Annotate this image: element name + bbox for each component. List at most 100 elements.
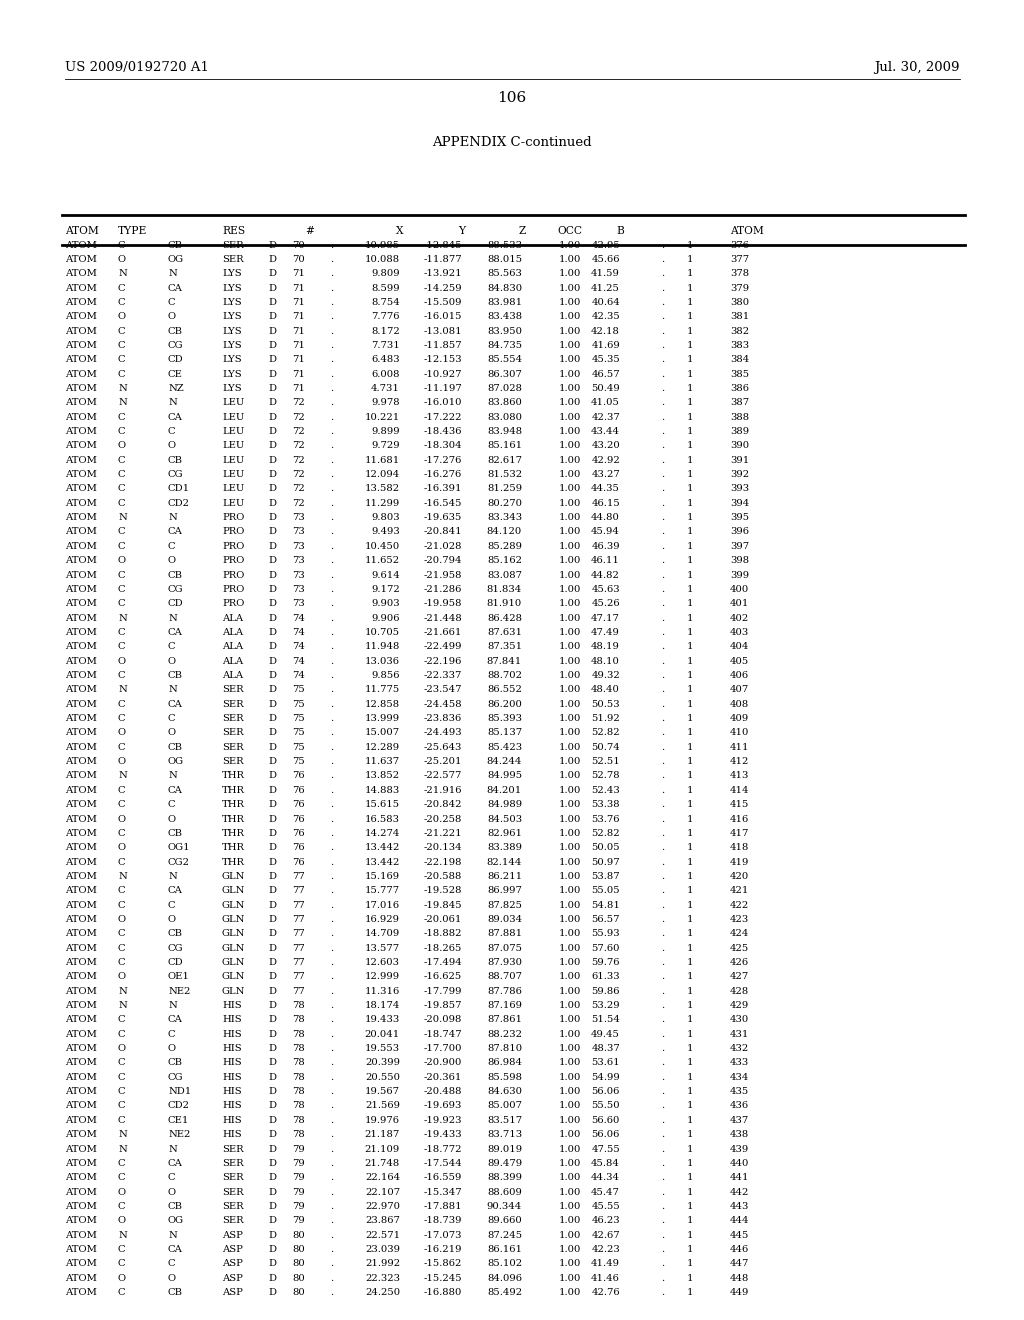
- Text: 9.856: 9.856: [372, 671, 400, 680]
- Text: 1.00: 1.00: [559, 298, 582, 306]
- Text: -20.361: -20.361: [424, 1073, 462, 1082]
- Text: C: C: [118, 541, 126, 550]
- Text: 384: 384: [730, 355, 750, 364]
- Text: 50.05: 50.05: [592, 843, 620, 853]
- Text: LYS: LYS: [222, 370, 242, 379]
- Text: ATOM: ATOM: [65, 499, 97, 508]
- Text: ALA: ALA: [222, 628, 243, 638]
- Text: D: D: [268, 413, 276, 421]
- Text: 42.95: 42.95: [591, 240, 620, 249]
- Text: D: D: [268, 441, 276, 450]
- Text: .: .: [331, 470, 334, 479]
- Text: ATOM: ATOM: [65, 326, 97, 335]
- Text: 390: 390: [730, 441, 750, 450]
- Text: ATOM: ATOM: [65, 814, 97, 824]
- Text: 80: 80: [292, 1259, 305, 1269]
- Text: 43.44: 43.44: [591, 428, 620, 436]
- Text: 1: 1: [687, 428, 693, 436]
- Text: CB: CB: [168, 1288, 183, 1298]
- Text: ATOM: ATOM: [65, 729, 97, 738]
- Text: 1.00: 1.00: [559, 484, 582, 494]
- Text: OCC: OCC: [557, 226, 583, 236]
- Text: 1: 1: [687, 843, 693, 853]
- Text: 13.852: 13.852: [365, 771, 400, 780]
- Text: Jul. 30, 2009: Jul. 30, 2009: [874, 61, 961, 74]
- Text: 1.00: 1.00: [559, 1274, 582, 1283]
- Text: 15.169: 15.169: [365, 873, 400, 880]
- Text: 419: 419: [730, 858, 750, 866]
- Text: 77: 77: [292, 873, 305, 880]
- Text: D: D: [268, 326, 276, 335]
- Text: N: N: [118, 269, 127, 279]
- Text: 78: 78: [292, 1030, 305, 1039]
- Text: 1: 1: [687, 829, 693, 838]
- Text: 8.172: 8.172: [372, 326, 400, 335]
- Text: CA: CA: [168, 528, 183, 536]
- Text: 13.442: 13.442: [365, 843, 400, 853]
- Text: D: D: [268, 643, 276, 651]
- Text: .: .: [662, 829, 665, 838]
- Text: 73: 73: [292, 599, 305, 609]
- Text: 72: 72: [292, 441, 305, 450]
- Text: 13.999: 13.999: [365, 714, 400, 723]
- Text: 82.961: 82.961: [487, 829, 522, 838]
- Text: .: .: [331, 785, 334, 795]
- Text: N: N: [118, 513, 127, 523]
- Text: 84.201: 84.201: [486, 785, 522, 795]
- Text: ASP: ASP: [222, 1230, 243, 1239]
- Text: 1: 1: [687, 1015, 693, 1024]
- Text: 1: 1: [687, 743, 693, 752]
- Text: 406: 406: [730, 671, 750, 680]
- Text: N: N: [168, 614, 177, 623]
- Text: 1: 1: [687, 1130, 693, 1139]
- Text: 71: 71: [292, 284, 305, 293]
- Text: .: .: [662, 900, 665, 909]
- Text: 442: 442: [730, 1188, 750, 1197]
- Text: CA: CA: [168, 628, 183, 638]
- Text: THR: THR: [222, 829, 245, 838]
- Text: ATOM: ATOM: [65, 470, 97, 479]
- Text: .: .: [331, 298, 334, 306]
- Text: 382: 382: [730, 326, 750, 335]
- Text: 76: 76: [293, 843, 305, 853]
- Text: .: .: [331, 843, 334, 853]
- Text: 378: 378: [730, 269, 750, 279]
- Text: CG2: CG2: [168, 858, 190, 866]
- Text: 84.096: 84.096: [487, 1274, 522, 1283]
- Text: 1: 1: [687, 1216, 693, 1225]
- Text: D: D: [268, 729, 276, 738]
- Text: .: .: [331, 1188, 334, 1197]
- Text: 22.571: 22.571: [365, 1230, 400, 1239]
- Text: .: .: [331, 771, 334, 780]
- Text: 85.423: 85.423: [486, 743, 522, 752]
- Text: 74: 74: [292, 628, 305, 638]
- Text: -11.857: -11.857: [423, 341, 462, 350]
- Text: 46.15: 46.15: [591, 499, 620, 508]
- Text: LYS: LYS: [222, 284, 242, 293]
- Text: D: D: [268, 1144, 276, 1154]
- Text: CB: CB: [168, 829, 183, 838]
- Text: 1: 1: [687, 355, 693, 364]
- Text: D: D: [268, 873, 276, 880]
- Text: LEU: LEU: [222, 499, 245, 508]
- Text: 87.881: 87.881: [486, 929, 522, 939]
- Text: 56.06: 56.06: [592, 1130, 620, 1139]
- Text: N: N: [118, 1130, 127, 1139]
- Text: C: C: [118, 1259, 126, 1269]
- Text: 1: 1: [687, 484, 693, 494]
- Text: ATOM: ATOM: [65, 858, 97, 866]
- Text: C: C: [118, 240, 126, 249]
- Text: D: D: [268, 944, 276, 953]
- Text: 387: 387: [730, 399, 750, 408]
- Text: 86.428: 86.428: [487, 614, 522, 623]
- Text: D: D: [268, 1203, 276, 1210]
- Text: ATOM: ATOM: [65, 1144, 97, 1154]
- Text: SER: SER: [222, 700, 244, 709]
- Text: 87.841: 87.841: [486, 656, 522, 665]
- Text: -18.747: -18.747: [423, 1030, 462, 1039]
- Text: 72: 72: [292, 470, 305, 479]
- Text: 85.161: 85.161: [486, 441, 522, 450]
- Text: 45.94: 45.94: [591, 528, 620, 536]
- Text: 1: 1: [687, 671, 693, 680]
- Text: .: .: [331, 685, 334, 694]
